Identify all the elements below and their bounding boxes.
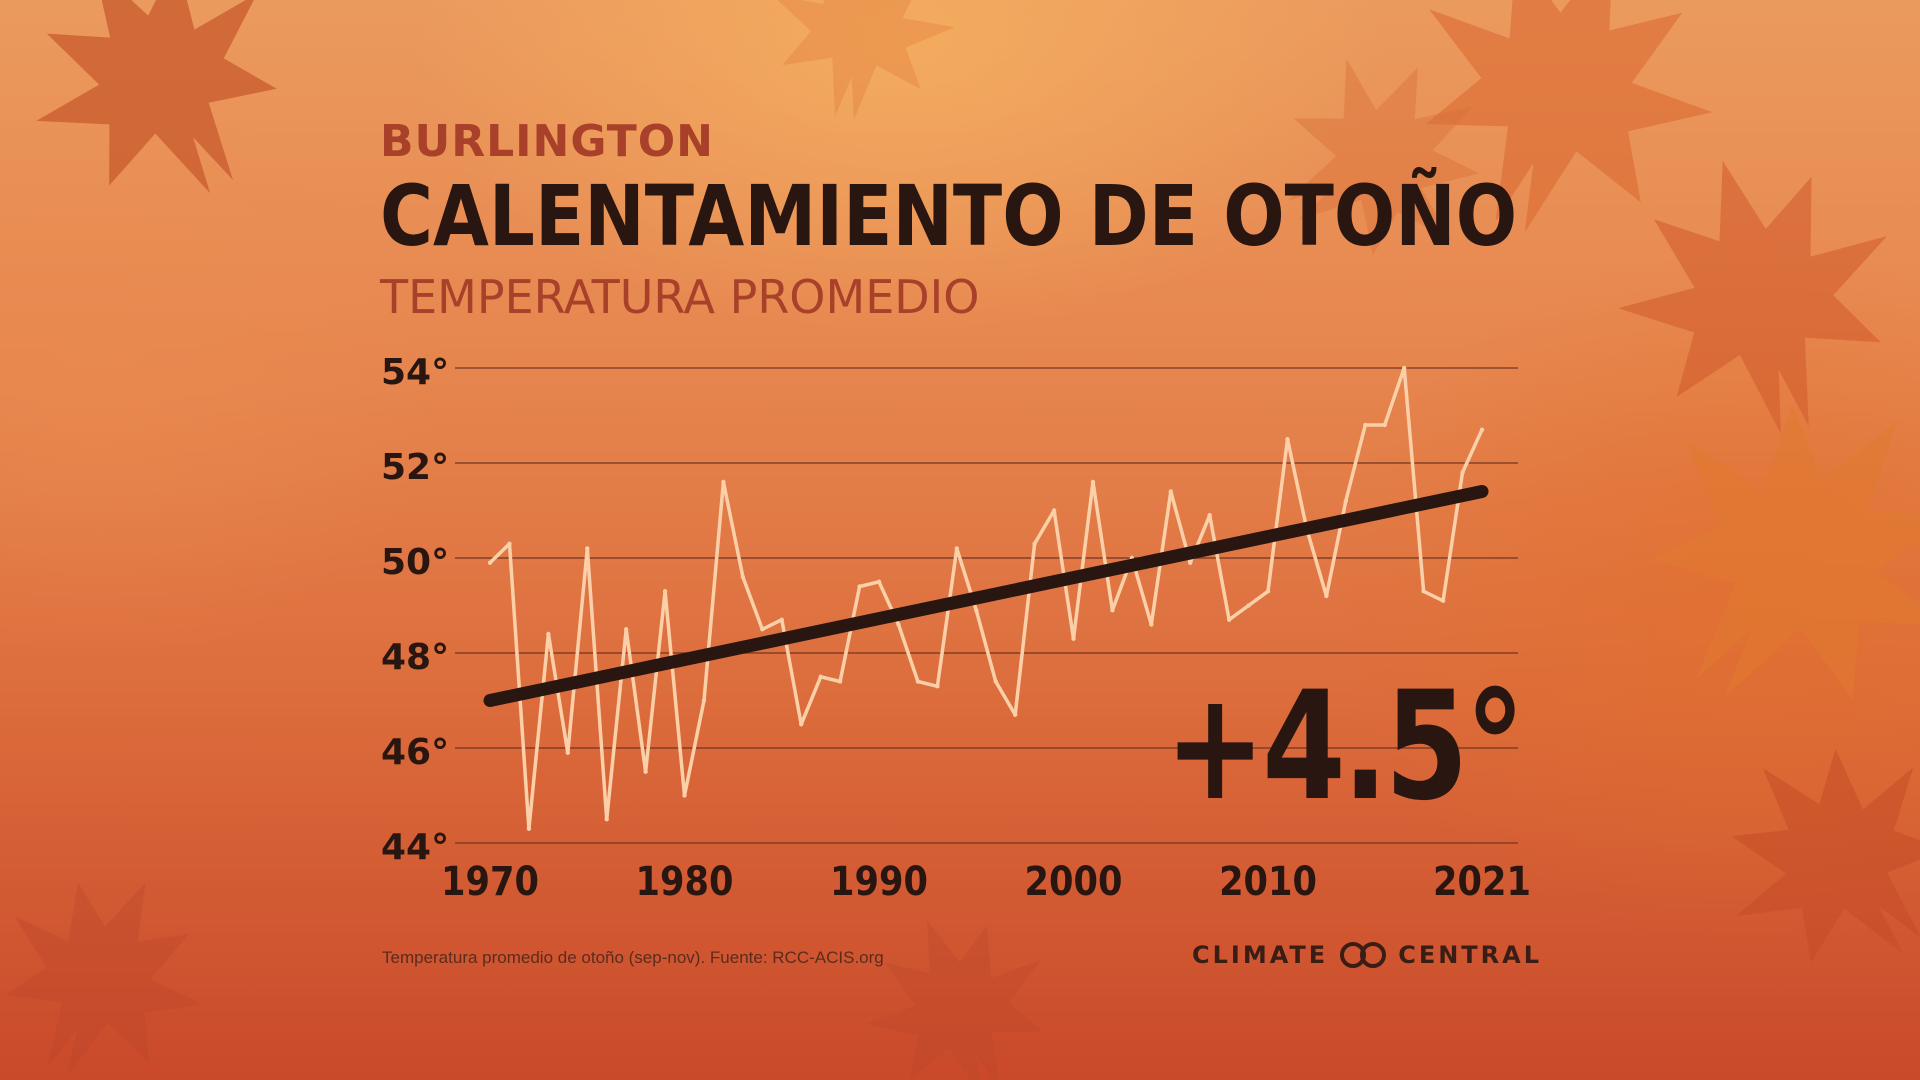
y-tick-label: 50° (381, 542, 449, 583)
data-point (1440, 598, 1446, 603)
data-point (1051, 508, 1057, 513)
data-point (1071, 636, 1076, 641)
data-point (1285, 437, 1290, 442)
data-point (1226, 617, 1232, 622)
data-point (896, 622, 901, 627)
data-point (915, 679, 921, 684)
data-point (740, 574, 746, 580)
data-point (487, 560, 493, 565)
data-point (1012, 712, 1018, 717)
data-point (1168, 489, 1173, 494)
data-point (799, 722, 804, 727)
chart-title: CALENTAMIENTO DE OTOÑO (380, 167, 1518, 265)
data-point (585, 546, 590, 551)
data-point (1363, 422, 1368, 428)
data-point (974, 608, 979, 613)
data-point (682, 793, 687, 798)
chart-header: BURLINGTON CALENTAMIENTO DE OTOÑO TEMPER… (380, 116, 1702, 324)
data-point (1479, 427, 1485, 432)
trend-line (483, 485, 1489, 707)
data-point (1343, 498, 1349, 504)
data-point (604, 817, 609, 822)
data-point (623, 627, 629, 632)
data-point (1246, 603, 1251, 608)
x-tick-label: 1980 (636, 858, 734, 905)
data-point (526, 826, 532, 831)
data-point (760, 627, 765, 632)
data-point (1090, 479, 1096, 485)
data-point (993, 679, 998, 684)
data-point (1382, 422, 1387, 428)
city-name: BURLINGTON (380, 116, 714, 167)
data-point (857, 584, 862, 589)
change-label: +4.5° (1165, 660, 1522, 834)
data-point (565, 750, 571, 755)
data-point (643, 769, 648, 774)
source-footnote: Temperatura promedio de otoño (sep-nov).… (382, 948, 884, 967)
y-tick-label: 44° (381, 827, 449, 868)
data-point (1188, 560, 1193, 565)
data-point (954, 546, 960, 551)
data-point (779, 617, 784, 622)
data-point (721, 479, 726, 485)
data-point (818, 674, 823, 679)
chart-subtitle: TEMPERATURA PROMEDIO (380, 270, 980, 324)
data-point (546, 631, 551, 637)
data-point (1324, 593, 1329, 599)
data-point (1207, 513, 1212, 518)
data-point (662, 589, 668, 594)
data-point (701, 698, 707, 703)
x-tick-label: 1990 (830, 858, 928, 905)
y-tick-label: 48° (381, 637, 449, 678)
data-point (507, 541, 512, 546)
brand-word-left: CLIMATE (1192, 941, 1329, 969)
data-point (1265, 589, 1271, 594)
y-tick-label: 52° (381, 447, 449, 488)
infinity-rings-icon (1340, 942, 1387, 968)
x-tick-label: 1970 (441, 858, 539, 905)
data-point (1460, 470, 1465, 475)
brand-word-right: CENTRAL (1398, 941, 1543, 969)
y-tick-label: 54° (381, 352, 449, 393)
temperature-series-line (488, 366, 1484, 831)
data-point (1110, 608, 1115, 613)
data-point (1401, 365, 1407, 371)
x-tick-label: 2000 (1025, 858, 1123, 905)
climate-central-logo: CLIMATE CENTRAL (1192, 940, 1542, 970)
data-point (876, 579, 882, 584)
data-point (1421, 589, 1426, 594)
x-tick-label: 2021 (1433, 858, 1531, 905)
data-point (837, 679, 843, 684)
data-point (1149, 622, 1154, 627)
y-tick-label: 46° (381, 732, 449, 773)
x-tick-label: 2010 (1219, 858, 1317, 905)
data-point (935, 684, 940, 689)
data-point (1032, 541, 1037, 546)
